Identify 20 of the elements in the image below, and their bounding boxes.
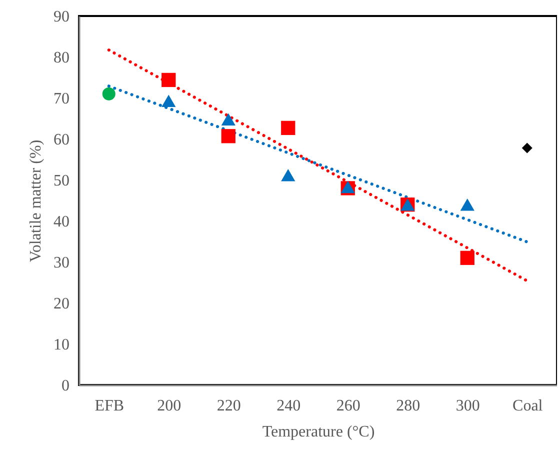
y-axis-title: Volatile matter (%) — [28, 140, 44, 262]
y-tick-label: 10 — [54, 336, 70, 354]
y-tick-label: 80 — [54, 50, 70, 66]
y-tick-label: 30 — [54, 254, 70, 272]
x-tick-label: 240 — [276, 398, 301, 414]
y-tick-label: 50 — [54, 172, 70, 190]
x-tick-label: 300 — [456, 398, 480, 414]
x-tick-label: 220 — [216, 398, 241, 414]
x-tick-label: 200 — [157, 398, 182, 414]
x-tick-label: Coal — [512, 398, 544, 414]
y-tick-label: 70 — [54, 90, 70, 108]
x-tick-label: EFB — [94, 398, 124, 414]
y-tick-label: 40 — [54, 214, 70, 230]
y-tick-label: 20 — [54, 296, 70, 312]
y-tick-label: 0 — [62, 378, 70, 394]
x-axis-title: Temperature (°C) — [262, 424, 375, 440]
y-tick-label: 90 — [54, 8, 70, 26]
x-tick-label: 260 — [336, 398, 360, 414]
y-tick-label: 60 — [54, 132, 70, 148]
x-tick-label: 280 — [396, 398, 420, 414]
